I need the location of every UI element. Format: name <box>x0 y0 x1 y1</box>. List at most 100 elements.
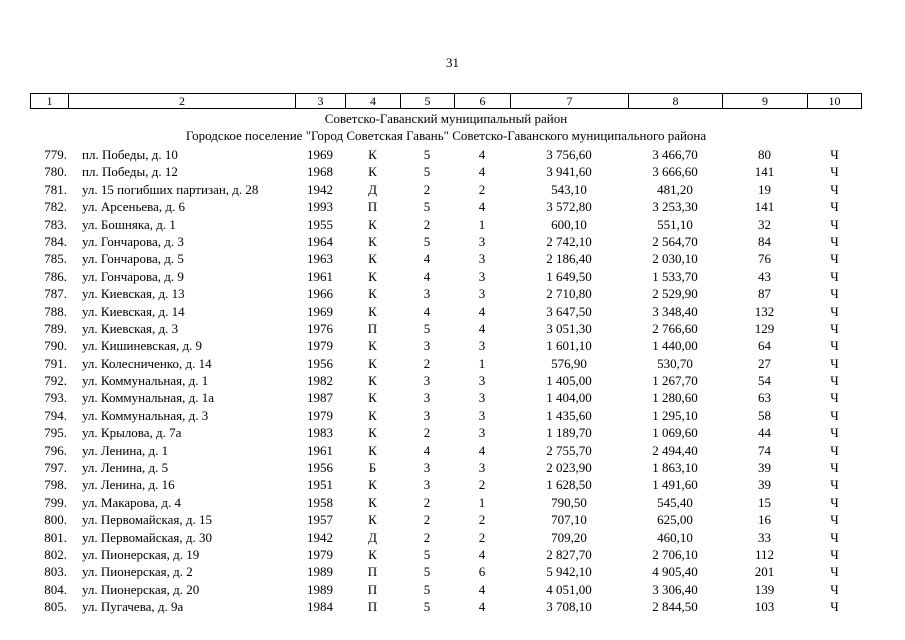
table-row: 779. пл. Победы, д. 10 1969 К 5 4 3 756,… <box>30 146 862 163</box>
cell-row-number: 799. <box>44 494 67 510</box>
cell-wall-material: К <box>368 338 377 354</box>
cell-total-area: 1 404,00 <box>546 390 592 406</box>
cell-mark: Ч <box>830 390 839 406</box>
table-row: 793. ул. Коммунальная, д. 1а 1987 К 3 3 … <box>30 389 862 406</box>
cell-row-number: 781. <box>44 181 67 197</box>
cell-total-area: 1 649,50 <box>546 268 592 284</box>
cell-entrances: 4 <box>478 581 486 597</box>
cell-total-area: 3 647,50 <box>546 303 592 319</box>
cell-mark: Ч <box>830 494 839 510</box>
cell-address: пл. Победы, д. 12 <box>82 164 178 180</box>
cell-residents: 87 <box>758 286 771 302</box>
cell-entrances: 4 <box>478 599 486 615</box>
cell-year-built: 1955 <box>307 216 333 232</box>
cell-row-number: 802. <box>44 546 67 562</box>
table-row: 794. ул. Коммунальная, д. 3 1979 К 3 3 1… <box>30 407 862 424</box>
cell-floors: 5 <box>423 233 431 249</box>
cell-entrances: 3 <box>478 268 486 284</box>
cell-entrances: 4 <box>478 164 486 180</box>
cell-address: ул. Пионерская, д. 20 <box>82 581 200 597</box>
cell-year-built: 1976 <box>307 320 333 336</box>
cell-row-number: 790. <box>44 338 67 354</box>
cell-row-number: 786. <box>44 268 67 284</box>
cell-total-area: 4 051,00 <box>546 581 592 597</box>
cell-row-number: 801. <box>44 529 67 545</box>
cell-address: ул. Гончарова, д. 5 <box>82 251 184 267</box>
cell-total-area: 2 827,70 <box>546 546 592 562</box>
cell-row-number: 783. <box>44 216 67 232</box>
cell-year-built: 1983 <box>307 425 333 441</box>
table-row: 780. пл. Победы, д. 12 1968 К 5 4 3 941,… <box>30 163 862 180</box>
cell-year-built: 1969 <box>307 303 333 319</box>
cell-mark: Ч <box>830 599 839 615</box>
cell-floors: 5 <box>423 199 431 215</box>
cell-living-area: 1 533,70 <box>652 268 698 284</box>
cell-floors: 4 <box>423 303 431 319</box>
cell-row-number: 795. <box>44 425 67 441</box>
table-row: 802. ул. Пионерская, д. 19 1979 К 5 4 2 … <box>30 546 862 563</box>
cell-address: ул. Бошняка, д. 1 <box>82 216 176 232</box>
cell-entrances: 3 <box>478 338 486 354</box>
cell-wall-material: К <box>368 425 377 441</box>
cell-floors: 3 <box>423 390 431 406</box>
cell-living-area: 2 494,40 <box>652 442 698 458</box>
column-number-cell: 1 <box>30 93 68 109</box>
cell-wall-material: К <box>368 251 377 267</box>
cell-mark: Ч <box>830 477 839 493</box>
cell-wall-material: Б <box>368 460 377 476</box>
cell-total-area: 1 189,70 <box>546 425 592 441</box>
cell-year-built: 1966 <box>307 286 333 302</box>
cell-wall-material: К <box>368 442 377 458</box>
cell-address: ул. Колесниченко, д. 14 <box>82 355 212 371</box>
cell-row-number: 785. <box>44 251 67 267</box>
cell-total-area: 3 051,30 <box>546 320 592 336</box>
cell-mark: Ч <box>830 546 839 562</box>
cell-total-area: 2 710,80 <box>546 286 592 302</box>
cell-total-area: 5 942,10 <box>546 564 592 580</box>
cell-mark: Ч <box>830 147 839 162</box>
cell-mark: Ч <box>830 460 839 476</box>
column-number-cell: 6 <box>454 93 510 109</box>
cell-floors: 5 <box>423 147 431 162</box>
cell-living-area: 481,20 <box>657 181 693 197</box>
cell-residents: 141 <box>754 199 775 215</box>
cell-address: ул. Арсеньева, д. 6 <box>82 199 186 215</box>
cell-row-number: 788. <box>44 303 67 319</box>
cell-residents: 201 <box>754 564 775 580</box>
cell-floors: 3 <box>423 477 431 493</box>
cell-floors: 5 <box>423 164 431 180</box>
cell-entrances: 3 <box>478 373 486 389</box>
cell-total-area: 790,50 <box>551 494 587 510</box>
cell-living-area: 460,10 <box>657 529 693 545</box>
cell-floors: 4 <box>423 268 431 284</box>
cell-total-area: 2 186,40 <box>546 251 592 267</box>
table-row: 800. ул. Первомайская, д. 15 1957 К 2 2 … <box>30 511 862 528</box>
cell-residents: 141 <box>754 164 775 180</box>
cell-residents: 129 <box>754 320 775 336</box>
cell-living-area: 2 564,70 <box>652 233 698 249</box>
cell-floors: 2 <box>423 529 431 545</box>
cell-living-area: 625,00 <box>657 512 693 528</box>
cell-wall-material: П <box>367 599 378 615</box>
cell-mark: Ч <box>830 286 839 302</box>
column-number-cell: 8 <box>628 93 722 109</box>
cell-total-area: 3 941,60 <box>546 164 592 180</box>
cell-living-area: 1 440,00 <box>652 338 698 354</box>
cell-year-built: 1987 <box>307 390 333 406</box>
cell-row-number: 780. <box>44 164 67 180</box>
cell-floors: 3 <box>423 373 431 389</box>
table-column-numbers-row: 1 2 3 4 5 6 7 8 9 10 <box>30 93 862 109</box>
cell-address: ул. Первомайская, д. 30 <box>82 529 212 545</box>
cell-floors: 2 <box>423 512 431 528</box>
cell-row-number: 796. <box>44 442 67 458</box>
cell-wall-material: К <box>368 164 377 180</box>
cell-year-built: 1957 <box>307 512 333 528</box>
cell-mark: Ч <box>830 407 839 423</box>
column-number-cell: 10 <box>807 93 862 109</box>
cell-mark: Ч <box>830 425 839 441</box>
column-number-cell: 4 <box>345 93 400 109</box>
cell-year-built: 1969 <box>307 147 333 162</box>
table-row: 791. ул. Колесниченко, д. 14 1956 К 2 1 … <box>30 355 862 372</box>
table-row: 784. ул. Гончарова, д. 3 1964 К 5 3 2 74… <box>30 233 862 250</box>
cell-residents: 80 <box>758 147 771 162</box>
